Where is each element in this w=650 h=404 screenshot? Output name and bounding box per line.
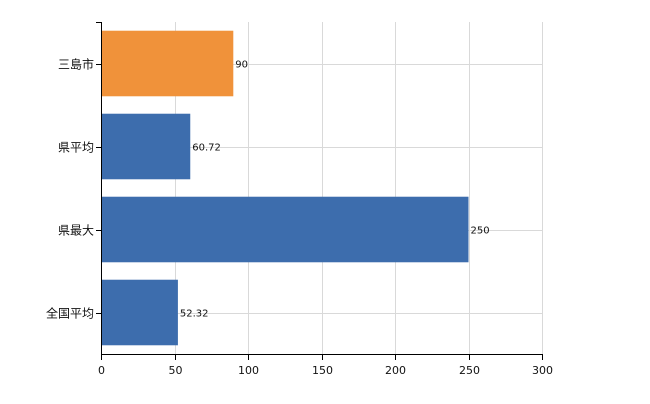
data-label: 250 — [471, 226, 490, 237]
category-label: 三島市 — [58, 57, 94, 72]
bars — [101, 30, 469, 346]
axes — [96, 22, 543, 360]
labels: 90 三島市 60.72 県平均 250 県最大 52.32 全国平均 0 50 100 150 200… — [46, 57, 553, 378]
category-label: 全国平均 — [46, 306, 94, 321]
category-label: 県平均 — [58, 141, 94, 155]
x-tick-label: 150 — [312, 364, 333, 377]
bar — [101, 30, 234, 97]
bar — [101, 279, 178, 346]
category-label: 県最大 — [58, 224, 94, 238]
x-tick-label: 250 — [459, 364, 480, 377]
data-label: 60.72 — [192, 143, 221, 154]
x-tick-label: 50 — [169, 364, 183, 377]
x-tick-label: 0 — [98, 364, 105, 377]
bar — [101, 113, 191, 180]
data-label: 90 — [235, 60, 248, 71]
bar — [101, 196, 469, 263]
x-tick-label: 100 — [238, 364, 259, 377]
x-tick-label: 300 — [532, 364, 553, 377]
data-label: 52.32 — [180, 309, 209, 320]
x-tick-label: 200 — [385, 364, 406, 377]
